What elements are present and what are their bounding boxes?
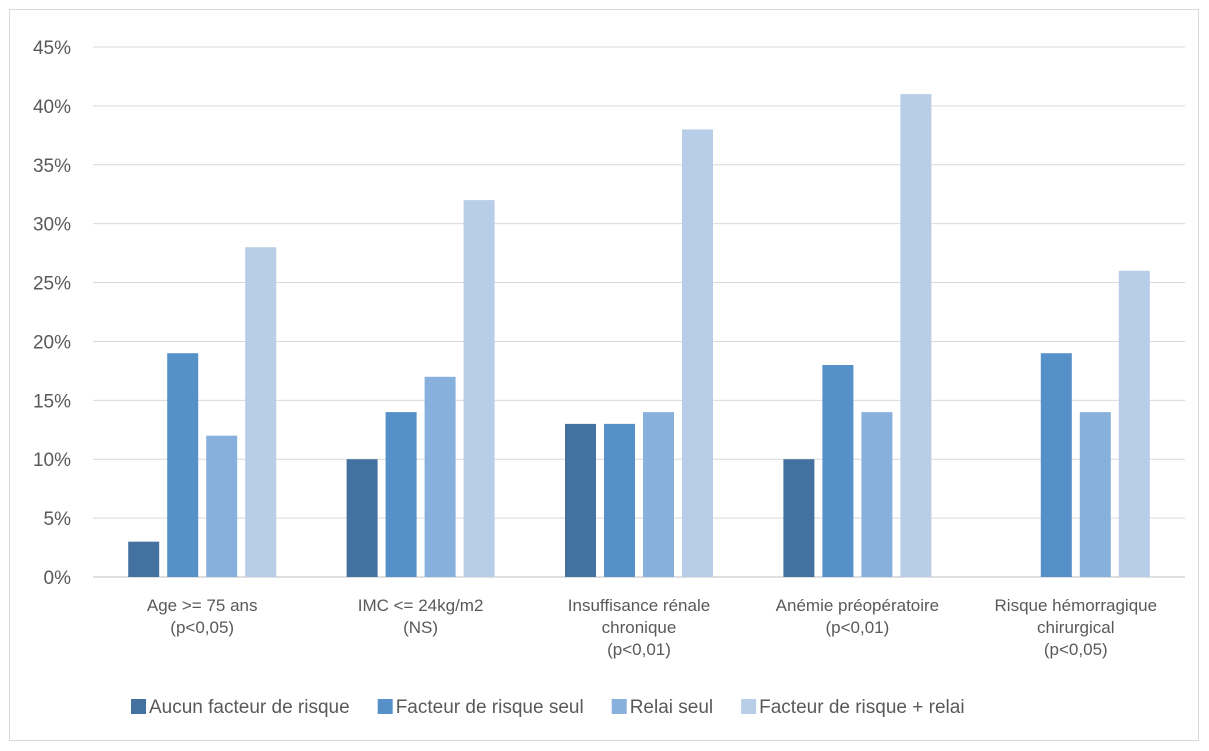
legend: Aucun facteur de risque Facteur de risque… [131, 697, 965, 718]
chart-frame [9, 9, 1199, 741]
bar [463, 200, 495, 577]
bars [128, 94, 1150, 577]
y-tick-label: 15% [33, 391, 71, 412]
x-tick-label: Age >= 75 ans (p<0,05) [147, 596, 258, 637]
legend-entry: Aucun facteur de risque [131, 697, 350, 718]
bar [424, 376, 456, 577]
legend-swatch [131, 699, 146, 714]
bar [1079, 412, 1111, 577]
x-tick-label-line: (p<0,05) [170, 618, 234, 637]
x-tick-label: Insuffisance rénale chronique (p<0,01) [568, 596, 710, 659]
x-tick-label-line: Insuffisance rénale [568, 596, 710, 615]
x-tick-label: Risque hémorragique chirurgical (p<0,05) [995, 596, 1158, 659]
y-tick-label: 0% [44, 568, 72, 589]
legend-swatch [741, 699, 757, 714]
y-tick-label: 35% [33, 156, 71, 177]
legend-entry: Facteur de risque seul [377, 697, 584, 718]
x-tick-label-line: (NS) [403, 618, 438, 637]
bar [565, 423, 596, 577]
legend-label: Relai seul [630, 697, 713, 718]
bar [1040, 353, 1072, 577]
y-tick-label: 40% [33, 97, 71, 118]
bar [206, 435, 238, 577]
x-tick-label-line: chronique [602, 618, 677, 637]
legend-label: Facteur de risque seul [396, 697, 584, 718]
legend-label: Facteur de risque + relai [759, 697, 964, 718]
x-tick-label: IMC <= 24kg/m2 (NS) [358, 596, 484, 637]
y-tick-label: 30% [33, 215, 71, 236]
x-tick-label-line: chirurgical [1037, 618, 1114, 637]
x-tick-label-line: IMC <= 24kg/m2 [358, 596, 484, 615]
x-tick-label-line: Anémie préopératoire [776, 596, 939, 615]
legend-entry: Relai seul [611, 697, 713, 718]
legend-swatch [377, 699, 393, 714]
x-tick-label-line: (p<0,01) [826, 618, 890, 637]
bar [346, 459, 378, 577]
y-tick-label: 5% [44, 509, 72, 530]
legend-label: Aucun facteur de risque [149, 697, 350, 718]
bar [167, 353, 199, 577]
y-tick-label: 25% [33, 274, 71, 295]
legend-entry: Facteur de risque + relai [741, 697, 965, 718]
bar [604, 423, 635, 577]
bar [245, 247, 277, 577]
y-tick-label: 10% [33, 450, 71, 471]
bar [385, 412, 417, 577]
y-tick-label: 45% [33, 38, 71, 59]
bar [128, 541, 160, 577]
bar [682, 129, 713, 577]
x-tick-label-line: Risque hémorragique [995, 596, 1158, 615]
bar [900, 94, 932, 577]
x-tick-label-line: (p<0,01) [607, 640, 671, 659]
x-tick-label: Anémie préopératoire (p<0,01) [776, 596, 939, 637]
x-tick-label-line: (p<0,05) [1044, 640, 1108, 659]
bar [643, 412, 674, 577]
bar [1118, 270, 1150, 577]
bar [822, 365, 854, 577]
x-axis: Age >= 75 ans (p<0,05)IMC <= 24kg/m2 (NS)I… [147, 596, 1157, 659]
y-axis: 0% 5% 10% 15% 20% 25% 30% 35% 40% 45% [33, 38, 71, 589]
legend-swatch [611, 699, 627, 714]
bar [783, 459, 815, 577]
bar [861, 412, 893, 577]
x-tick-label-line: Age >= 75 ans [147, 596, 258, 615]
y-tick-label: 20% [33, 332, 71, 353]
